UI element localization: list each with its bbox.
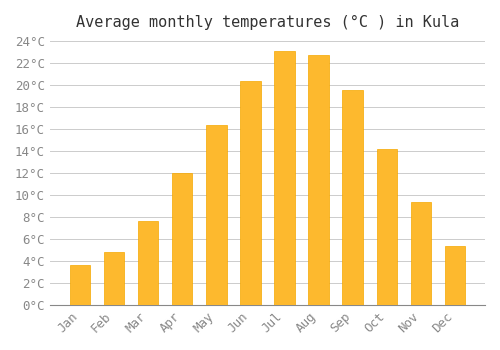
Bar: [274, 51, 294, 305]
Bar: [240, 80, 260, 305]
Bar: [172, 173, 193, 305]
Bar: [104, 252, 124, 305]
Bar: [138, 222, 158, 305]
Bar: [376, 149, 397, 305]
Title: Average monthly temperatures (°C ) in Kula: Average monthly temperatures (°C ) in Ku…: [76, 15, 459, 30]
Bar: [206, 125, 227, 305]
Bar: [70, 265, 90, 305]
Bar: [410, 202, 431, 305]
Bar: [445, 246, 465, 305]
Bar: [308, 55, 329, 305]
Bar: [342, 90, 363, 305]
